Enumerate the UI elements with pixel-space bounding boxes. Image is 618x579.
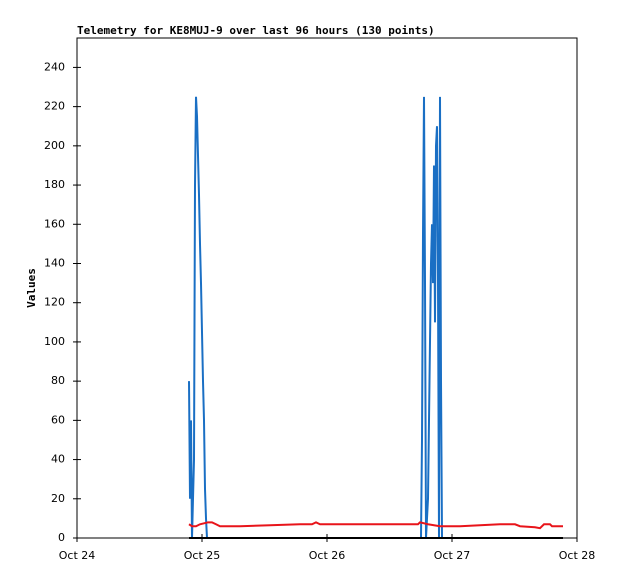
y-tick-label: 100 <box>44 335 65 348</box>
y-tick-label: 200 <box>44 139 65 152</box>
series-line <box>188 521 563 530</box>
x-tick-label: Oct 27 <box>434 549 471 562</box>
series-line <box>188 96 563 539</box>
y-tick-label: 20 <box>51 492 65 505</box>
y-tick-label: 160 <box>44 217 65 230</box>
chart-title: Telemetry for KE8MUJ-9 over last 96 hour… <box>77 24 435 37</box>
y-tick-label: 220 <box>44 100 65 113</box>
y-tick-label: 80 <box>51 374 65 387</box>
y-tick-label: 40 <box>51 453 65 466</box>
y-tick-label: 140 <box>44 256 65 269</box>
y-tick-label: 240 <box>44 60 65 73</box>
y-tick-label: 60 <box>51 413 65 426</box>
y-tick-label: 0 <box>58 531 65 544</box>
y-tick-label: 180 <box>44 178 65 191</box>
y-tick-label: 120 <box>44 296 65 309</box>
y-axis-label: Values <box>25 268 38 308</box>
x-tick-label: Oct 26 <box>309 549 346 562</box>
x-tick-label: Oct 24 <box>59 549 96 562</box>
x-tick-label: Oct 25 <box>184 549 221 562</box>
x-tick-label: Oct 28 <box>559 549 596 562</box>
